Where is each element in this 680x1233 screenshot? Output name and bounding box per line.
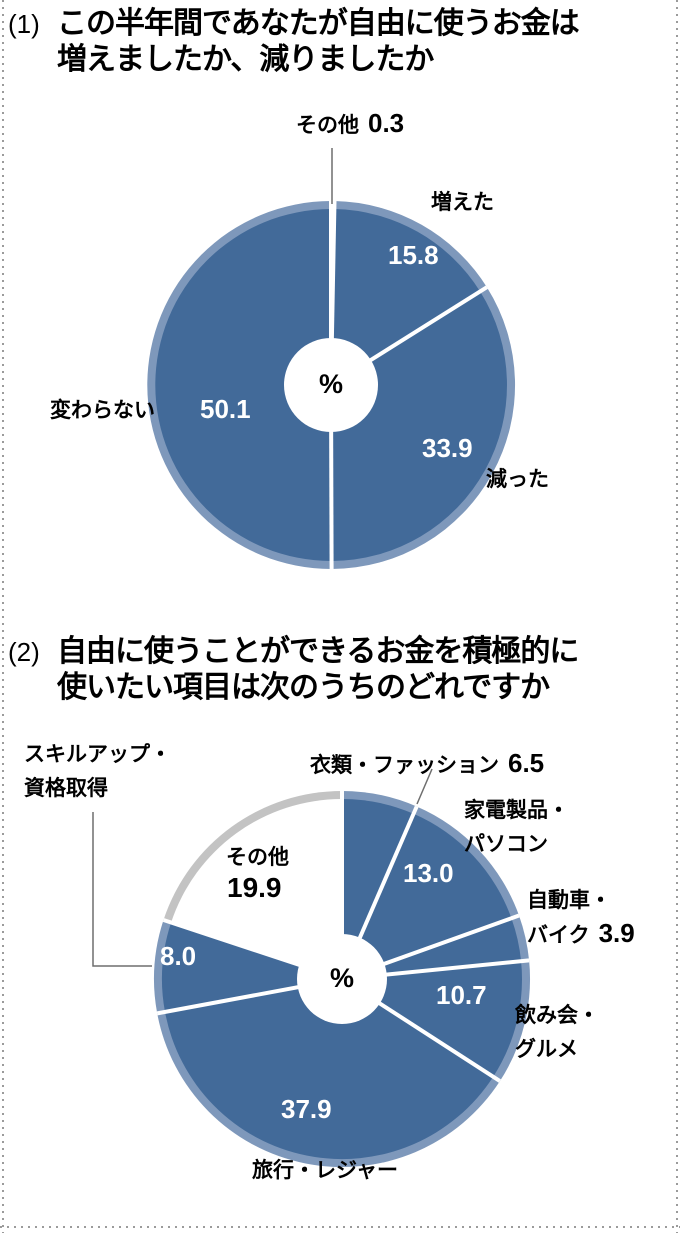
chart2-label-skill-line1: スキルアップ・ [24, 743, 171, 766]
chart2-value-dining: 10.7 [436, 980, 487, 1010]
leader-line-2-1 [416, 768, 433, 805]
chart1-value-unchanged: 50.1 [200, 394, 251, 424]
chart2-value-other: 19.9 [227, 872, 282, 903]
chart2-value-travel: 37.9 [281, 1094, 332, 1124]
chart2-value-car: 3.9 [598, 918, 635, 948]
chart1-label-increased: 増えた [431, 191, 494, 214]
chart2-label-other: その他 [226, 846, 289, 869]
pie-chart-1 [147, 148, 516, 570]
chart1-center-unit: % [318, 369, 343, 399]
segment-1-1 [331, 209, 481, 385]
chart2-value-appliances: 13.0 [403, 858, 454, 888]
chart2-label-skill-line2: 資格取得 [24, 777, 108, 800]
chart2-label-appliances-line1: 家電製品・ [464, 799, 569, 822]
chart2-center-unit: % [329, 963, 354, 993]
chart1-title-line1: この半年間であなたが自由に使うお金は [57, 7, 580, 40]
chart2-title-line1: 自由に使うことができるお金を積極的に [57, 635, 579, 668]
chart1-label-other: その他 [296, 114, 359, 137]
page-border-left [2, 0, 4, 1233]
chart1-index: (1) [8, 9, 40, 39]
donut-hole-2 [297, 934, 387, 1024]
chart2-label-dining-line1: 飲み会・ [515, 1004, 599, 1027]
chart2-title-text: 自由に使うことができるお金を積極的に 使いたい項目は次のうちのどれですか [57, 634, 579, 706]
chart2-label-dining-line2: グルメ [515, 1038, 578, 1061]
chart1-other-label-row: その他 0.3 [296, 108, 404, 139]
chart2-index: (2) [8, 637, 40, 667]
chart1-value-other: 0.3 [368, 108, 405, 138]
chart2-label-car-line1: 自動車・ [527, 889, 611, 912]
chart1-value-decreased: 33.9 [422, 433, 473, 463]
segment-1-3 [155, 209, 332, 562]
chart2-label-fashion: 衣類・ファッション [310, 754, 499, 777]
chart2-label-car-line2: バイク [527, 924, 590, 947]
segment-2-1 [342, 813, 512, 979]
chart1-title-block: (1) この半年間であなたが自由に使うお金は 増えましたか、減りましたか [8, 6, 580, 78]
chart1-value-increased: 15.8 [388, 240, 439, 270]
chart2-title-line2: 使いたい項目は次のうちのどれですか [57, 671, 550, 704]
segment-2-3 [342, 961, 522, 1077]
chart1-title-text: この半年間であなたが自由に使うお金は 増えましたか、減りましたか [57, 6, 580, 78]
chart2-car-label-row: バイク 3.9 [527, 918, 635, 949]
page-border-bottom [0, 1226, 680, 1228]
chart1-title-line2: 増えましたか、減りましたか [57, 43, 434, 76]
chart1-label-decreased: 減った [486, 468, 549, 491]
chart2-value-skill: 8.0 [160, 941, 197, 971]
chart2-label-appliances-line2: パソコン [464, 833, 548, 856]
segment-2-6 [171, 799, 342, 979]
chart2-title-block: (2) 自由に使うことができるお金を積極的に 使いたい項目は次のうちのどれですか [8, 634, 579, 706]
chart2-value-fashion: 6.5 [508, 748, 545, 778]
chart2-label-travel: 旅行・レジャー [252, 1159, 398, 1182]
donut-hole-1 [284, 338, 378, 432]
pie-chart-2 [92, 768, 531, 1168]
leader-line-2-0 [92, 812, 152, 967]
chart1-label-unchanged: 変わらない [50, 399, 155, 422]
page-border-right [676, 0, 678, 1233]
chart2-fashion-label-row: 衣類・ファッション 6.5 [310, 748, 544, 779]
segment-2-5 [161, 922, 342, 1012]
